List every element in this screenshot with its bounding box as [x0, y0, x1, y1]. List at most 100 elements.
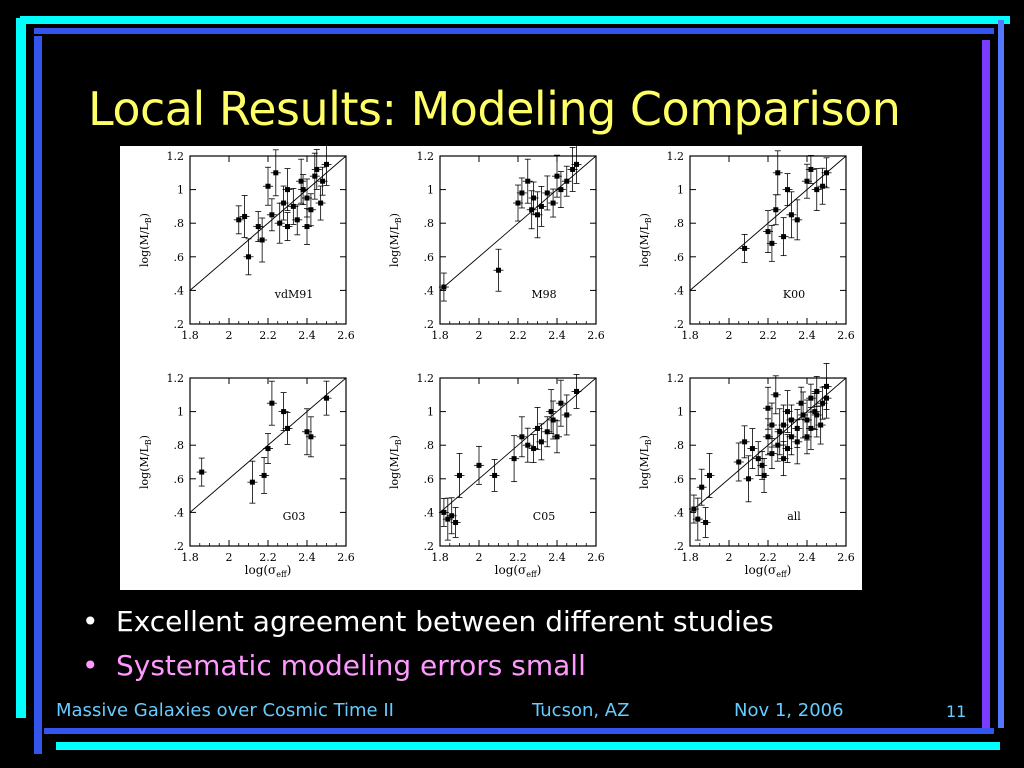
- data-point: [788, 434, 794, 440]
- y-tick-label: .4: [174, 506, 185, 519]
- y-tick-label: .8: [424, 439, 435, 452]
- data-point: [785, 409, 790, 415]
- data-point: [515, 200, 521, 206]
- x-tick-label: 2.2: [509, 329, 527, 342]
- panel-frame: [439, 377, 597, 547]
- frame-top-blue: [34, 28, 994, 34]
- data-point: [804, 178, 810, 184]
- panel-label: vdM91: [274, 288, 314, 301]
- scatter-plot-grid: 1.8 2 2.2 2.4 2.6.2.4.6.811.2log(M/LB)vdM911…: [138, 146, 855, 579]
- data-point: [765, 229, 771, 235]
- data-point: [281, 200, 287, 206]
- data-point: [775, 442, 781, 448]
- data-point: [285, 224, 290, 230]
- data-point: [788, 417, 794, 423]
- data-point: [781, 422, 787, 428]
- frame-right-blue: [998, 20, 1004, 728]
- y-tick-label: 1: [177, 184, 184, 197]
- data-point: [798, 400, 804, 406]
- data-point: [550, 200, 556, 206]
- y-tick-label: 1.2: [667, 372, 685, 385]
- x-tick-label: 2.6: [587, 329, 605, 342]
- x-axis-label: log(σeff): [495, 563, 542, 579]
- y-tick-label: 1.2: [167, 150, 185, 163]
- reference-line: [189, 155, 347, 291]
- x-tick-label: 2.4: [798, 329, 816, 342]
- x-tick-label: 2.6: [837, 551, 855, 564]
- x-tick-label: 1.8: [181, 551, 199, 564]
- data-point: [538, 203, 544, 209]
- panel-label: all: [787, 510, 801, 523]
- data-point: [814, 412, 820, 418]
- data-point: [761, 472, 767, 478]
- y-tick-label: .4: [424, 506, 435, 519]
- data-point: [769, 240, 775, 246]
- y-tick-label: .6: [424, 251, 435, 264]
- data-point: [290, 203, 296, 209]
- data-point: [808, 395, 814, 401]
- data-point: [794, 425, 800, 431]
- data-point: [269, 400, 275, 406]
- data-point: [525, 442, 531, 448]
- y-axis-label: log(M/LB): [138, 213, 153, 267]
- y-tick-label: .8: [424, 217, 435, 230]
- data-point: [538, 439, 544, 445]
- data-point: [777, 429, 783, 435]
- data-point: [285, 425, 290, 431]
- x-tick-label: 1.8: [431, 329, 449, 342]
- data-point: [558, 400, 564, 406]
- data-point: [788, 212, 794, 218]
- data-point: [749, 446, 755, 452]
- data-point: [785, 446, 790, 452]
- y-tick-label: .8: [674, 217, 685, 230]
- x-tick-label: 2.6: [587, 551, 605, 564]
- y-tick-label: .4: [424, 284, 435, 297]
- x-tick-label: 2.4: [548, 551, 566, 564]
- data-point: [265, 183, 271, 189]
- x-tick-label: 2.2: [759, 329, 777, 342]
- y-tick-label: .2: [424, 540, 435, 553]
- data-point: [755, 456, 761, 462]
- data-point: [765, 405, 771, 411]
- data-point: [457, 472, 462, 478]
- x-tick-label: 2.2: [509, 551, 527, 564]
- panel-label: C05: [533, 510, 555, 523]
- data-point: [535, 212, 540, 218]
- x-tick-label: 2: [476, 329, 483, 342]
- y-tick-label: .6: [424, 473, 435, 486]
- data-point: [511, 456, 517, 462]
- x-tick-label: 2.4: [548, 329, 566, 342]
- data-point: [531, 446, 537, 452]
- frame-right-purple: [982, 40, 990, 730]
- y-tick-label: .2: [174, 540, 185, 553]
- x-tick-label: 2.4: [798, 551, 816, 564]
- data-point: [558, 187, 564, 193]
- data-point: [525, 178, 531, 184]
- data-point: [773, 207, 779, 213]
- data-point: [314, 166, 320, 172]
- x-tick-label: 2.6: [337, 329, 355, 342]
- data-point: [304, 195, 310, 201]
- bullet-text: Excellent agreement between different st…: [116, 605, 774, 638]
- x-tick-label: 1.8: [681, 329, 699, 342]
- data-point: [255, 224, 261, 230]
- reference-line: [439, 155, 597, 291]
- x-tick-label: 2.2: [759, 551, 777, 564]
- y-tick-label: .8: [674, 439, 685, 452]
- y-tick-label: .8: [174, 439, 185, 452]
- x-tick-label: 2: [726, 329, 733, 342]
- reference-line: [439, 377, 597, 513]
- data-point: [269, 212, 275, 218]
- panel-label: M98: [531, 288, 556, 301]
- data-point: [781, 234, 787, 240]
- bullet-item: • Systematic modeling errors small: [82, 644, 774, 688]
- x-tick-label: 1.8: [181, 329, 199, 342]
- y-tick-label: 1.2: [167, 372, 185, 385]
- data-point: [769, 422, 775, 428]
- x-tick-label: 2: [226, 551, 233, 564]
- data-point: [519, 434, 525, 440]
- data-point: [742, 439, 748, 445]
- y-tick-label: 1: [677, 184, 684, 197]
- data-point: [242, 213, 248, 219]
- data-point: [746, 476, 751, 482]
